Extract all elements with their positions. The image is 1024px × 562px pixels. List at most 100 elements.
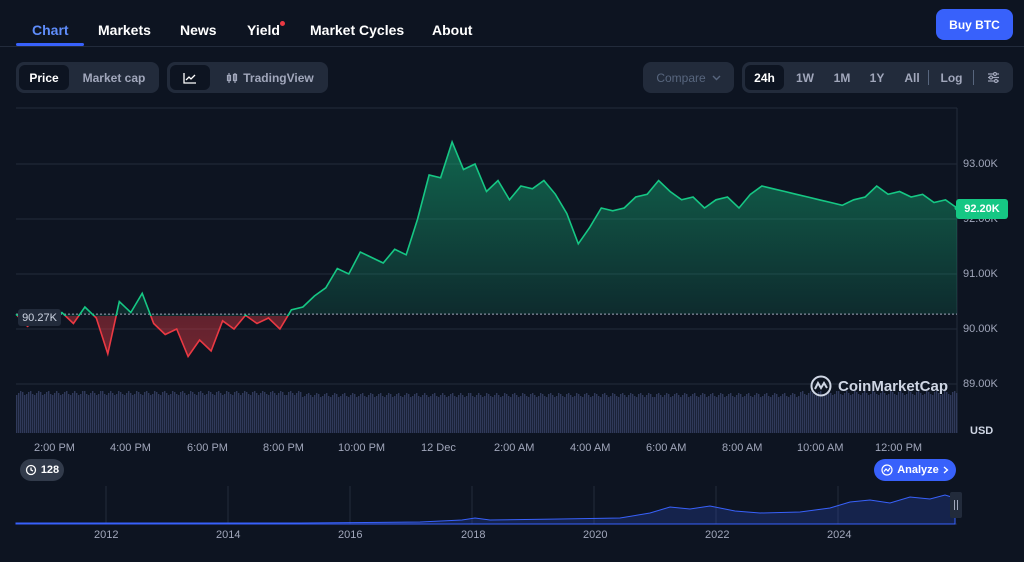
volume-bar — [930, 394, 932, 433]
volume-bar — [538, 396, 540, 433]
compare-dropdown[interactable]: Compare — [643, 62, 734, 93]
volume-bar — [260, 393, 262, 433]
volume-bar — [814, 395, 816, 433]
volume-bar — [846, 391, 848, 433]
volume-bar — [858, 394, 860, 433]
volume-bar — [330, 397, 332, 433]
range-1w[interactable]: 1W — [796, 70, 814, 85]
volume-bar — [36, 393, 38, 433]
volume-bar — [948, 394, 950, 433]
volume-bar — [576, 393, 578, 433]
volume-bar — [352, 393, 354, 433]
volume-bar — [880, 393, 882, 433]
tab-yield[interactable]: Yield — [247, 22, 280, 38]
x-tick-label: 12:00 PM — [875, 442, 923, 454]
volume-bar — [736, 395, 738, 433]
volume-bar — [492, 397, 494, 433]
volume-bar — [774, 393, 776, 433]
price-area-up — [16, 142, 957, 316]
volume-bar — [224, 394, 226, 433]
price-chart[interactable] — [0, 100, 1024, 440]
volume-bar — [22, 392, 24, 433]
volume-bar — [130, 393, 132, 433]
volume-bar — [824, 395, 826, 433]
volume-bar — [122, 394, 124, 433]
volume-bar — [478, 393, 480, 433]
range-24h[interactable]: 24h — [745, 65, 784, 90]
price-button[interactable]: Price — [19, 65, 69, 90]
volume-bar — [570, 395, 572, 433]
volume-bar — [552, 395, 554, 433]
volume-bar — [566, 394, 568, 433]
range-1y[interactable]: 1Y — [869, 70, 885, 85]
volume-bar — [140, 394, 142, 433]
tab-markets[interactable]: Markets — [98, 22, 151, 38]
volume-bar — [160, 395, 162, 433]
volume-bar — [66, 391, 68, 433]
navigator-handle[interactable] — [950, 492, 962, 518]
tab-about[interactable]: About — [432, 22, 473, 38]
chevron-right-icon — [943, 466, 949, 474]
volume-bar — [922, 395, 924, 433]
volume-bar — [80, 394, 82, 433]
volume-bar — [356, 397, 358, 433]
volume-bar — [950, 395, 952, 433]
tab-news[interactable]: News — [180, 22, 217, 38]
range-all[interactable]: All — [904, 70, 920, 85]
volume-bar — [952, 392, 954, 433]
volume-bar — [732, 396, 734, 433]
x-tick-label: 2:00 PM — [34, 442, 75, 454]
volume-bar — [808, 393, 810, 433]
volume-bar — [50, 394, 52, 433]
volume-bar — [108, 393, 110, 433]
volume-bar — [490, 396, 492, 433]
volume-bar — [890, 391, 892, 433]
volume-bar — [70, 395, 72, 433]
volume-bar — [678, 395, 680, 433]
volume-bar — [92, 391, 94, 433]
volume-bar — [208, 391, 210, 433]
volume-bar — [816, 394, 818, 433]
volume-bar — [364, 396, 366, 433]
market-cap-button[interactable]: Market cap — [82, 70, 146, 85]
line-chart-button[interactable] — [170, 65, 210, 90]
log-scale-button[interactable]: Log — [940, 70, 963, 85]
volume-bar — [932, 395, 934, 433]
volume-bar — [286, 395, 288, 433]
volume-bar — [854, 391, 856, 433]
chart-settings-button[interactable] — [978, 65, 1008, 90]
tradingview-button[interactable]: TradingView — [217, 65, 323, 90]
volume-bar — [926, 391, 928, 433]
volume-bar — [252, 392, 254, 433]
volume-bar — [58, 393, 60, 433]
tab-market-cycles[interactable]: Market Cycles — [310, 22, 405, 38]
volume-bar — [802, 391, 804, 433]
volume-bar — [150, 395, 152, 433]
volume-bar — [532, 393, 534, 433]
volume-bar — [918, 391, 920, 433]
analyze-button[interactable]: Analyze — [874, 459, 956, 481]
history-navigator[interactable] — [0, 484, 1024, 526]
volume-bar — [350, 395, 352, 433]
volume-bar — [756, 393, 758, 433]
volume-bar — [170, 394, 172, 433]
history-badge[interactable]: 128 — [20, 459, 64, 481]
volume-bar — [94, 393, 96, 433]
volume-bar — [118, 391, 120, 433]
volume-bar — [230, 394, 232, 433]
volume-bar — [740, 394, 742, 433]
volume-bar — [414, 394, 416, 433]
volume-bar — [696, 396, 698, 433]
volume-bar — [662, 397, 664, 433]
volume-bar — [568, 393, 570, 433]
volume-bar — [798, 396, 800, 433]
range-1m[interactable]: 1M — [833, 70, 851, 85]
volume-bar — [840, 394, 842, 433]
volume-bar — [780, 396, 782, 433]
buy-btc-button[interactable]: Buy BTC — [936, 9, 1013, 40]
volume-bar — [276, 395, 278, 433]
tab-chart[interactable]: Chart — [32, 22, 69, 38]
volume-bar — [534, 395, 536, 433]
x-tick-label: 10:00 AM — [797, 442, 844, 454]
volume-bar — [190, 391, 192, 433]
